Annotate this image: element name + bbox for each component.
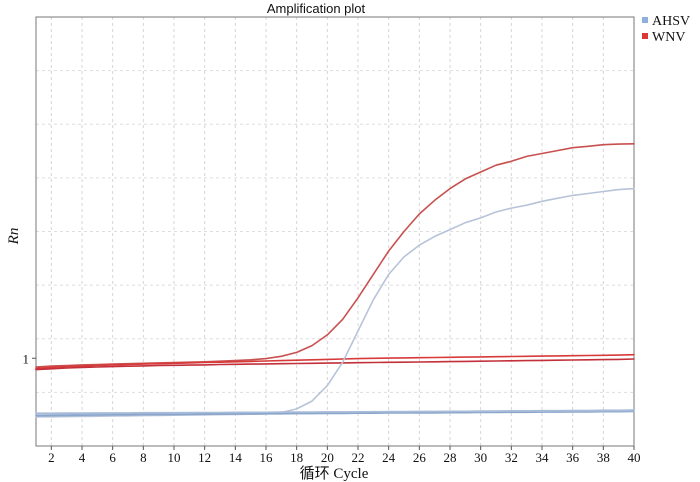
x-tick-label-5: 12: [198, 450, 211, 465]
x-tick-label-14: 30: [474, 450, 487, 465]
x-tick-label-12: 26: [413, 450, 427, 465]
grid: [36, 17, 635, 446]
x-tick-label-13: 28: [444, 450, 457, 465]
x-tick-label-15: 32: [505, 450, 518, 465]
legend-swatch-ahsv: [642, 17, 648, 23]
series-line-wnv-2: [35, 358, 635, 371]
series-line-wnv-0: [35, 143, 635, 368]
x-tick-label-19: 40: [628, 450, 641, 465]
plot-frame: [35, 16, 635, 447]
y-axis-label: Rn: [6, 228, 22, 246]
series-line-ahsv-6: [35, 409, 635, 415]
x-tick-label-2: 6: [109, 450, 116, 465]
x-axis-label: 循环 Cycle: [300, 465, 369, 482]
x-tick-label-0: 2: [48, 450, 55, 465]
x-tick-label-9: 20: [321, 450, 334, 465]
x-tick-label-7: 16: [260, 450, 274, 465]
x-tick-label-11: 24: [382, 450, 396, 465]
series-layer: [35, 143, 635, 418]
x-tick-label-6: 14: [229, 450, 243, 465]
legend-swatch-wnv: [642, 33, 648, 39]
y-axis-ticks: 1: [23, 351, 36, 366]
x-tick-label-10: 22: [352, 450, 365, 465]
series-line-wnv-1: [35, 353, 635, 370]
y-tick-label-0: 1: [23, 351, 30, 366]
x-tick-label-1: 4: [79, 450, 86, 465]
legend-label-wnv: WNV: [652, 30, 685, 45]
legend-label-ahsv: AHSV: [652, 14, 690, 29]
x-tick-label-4: 10: [168, 450, 181, 465]
x-tick-label-17: 36: [566, 450, 580, 465]
x-tick-label-3: 8: [140, 450, 147, 465]
series-line-ahsv-5: [35, 410, 635, 417]
x-axis-ticks: 2 4 6 8 10 12 14 16 18 20 22 24 26 28 30 32 34 36 38 40: [48, 446, 641, 465]
x-tick-label-8: 18: [290, 450, 303, 465]
series-line-ahsv-3: [35, 187, 635, 418]
x-tick-label-18: 38: [597, 450, 610, 465]
chart-title: Amplification plot: [267, 1, 366, 16]
x-tick-label-16: 34: [536, 450, 550, 465]
